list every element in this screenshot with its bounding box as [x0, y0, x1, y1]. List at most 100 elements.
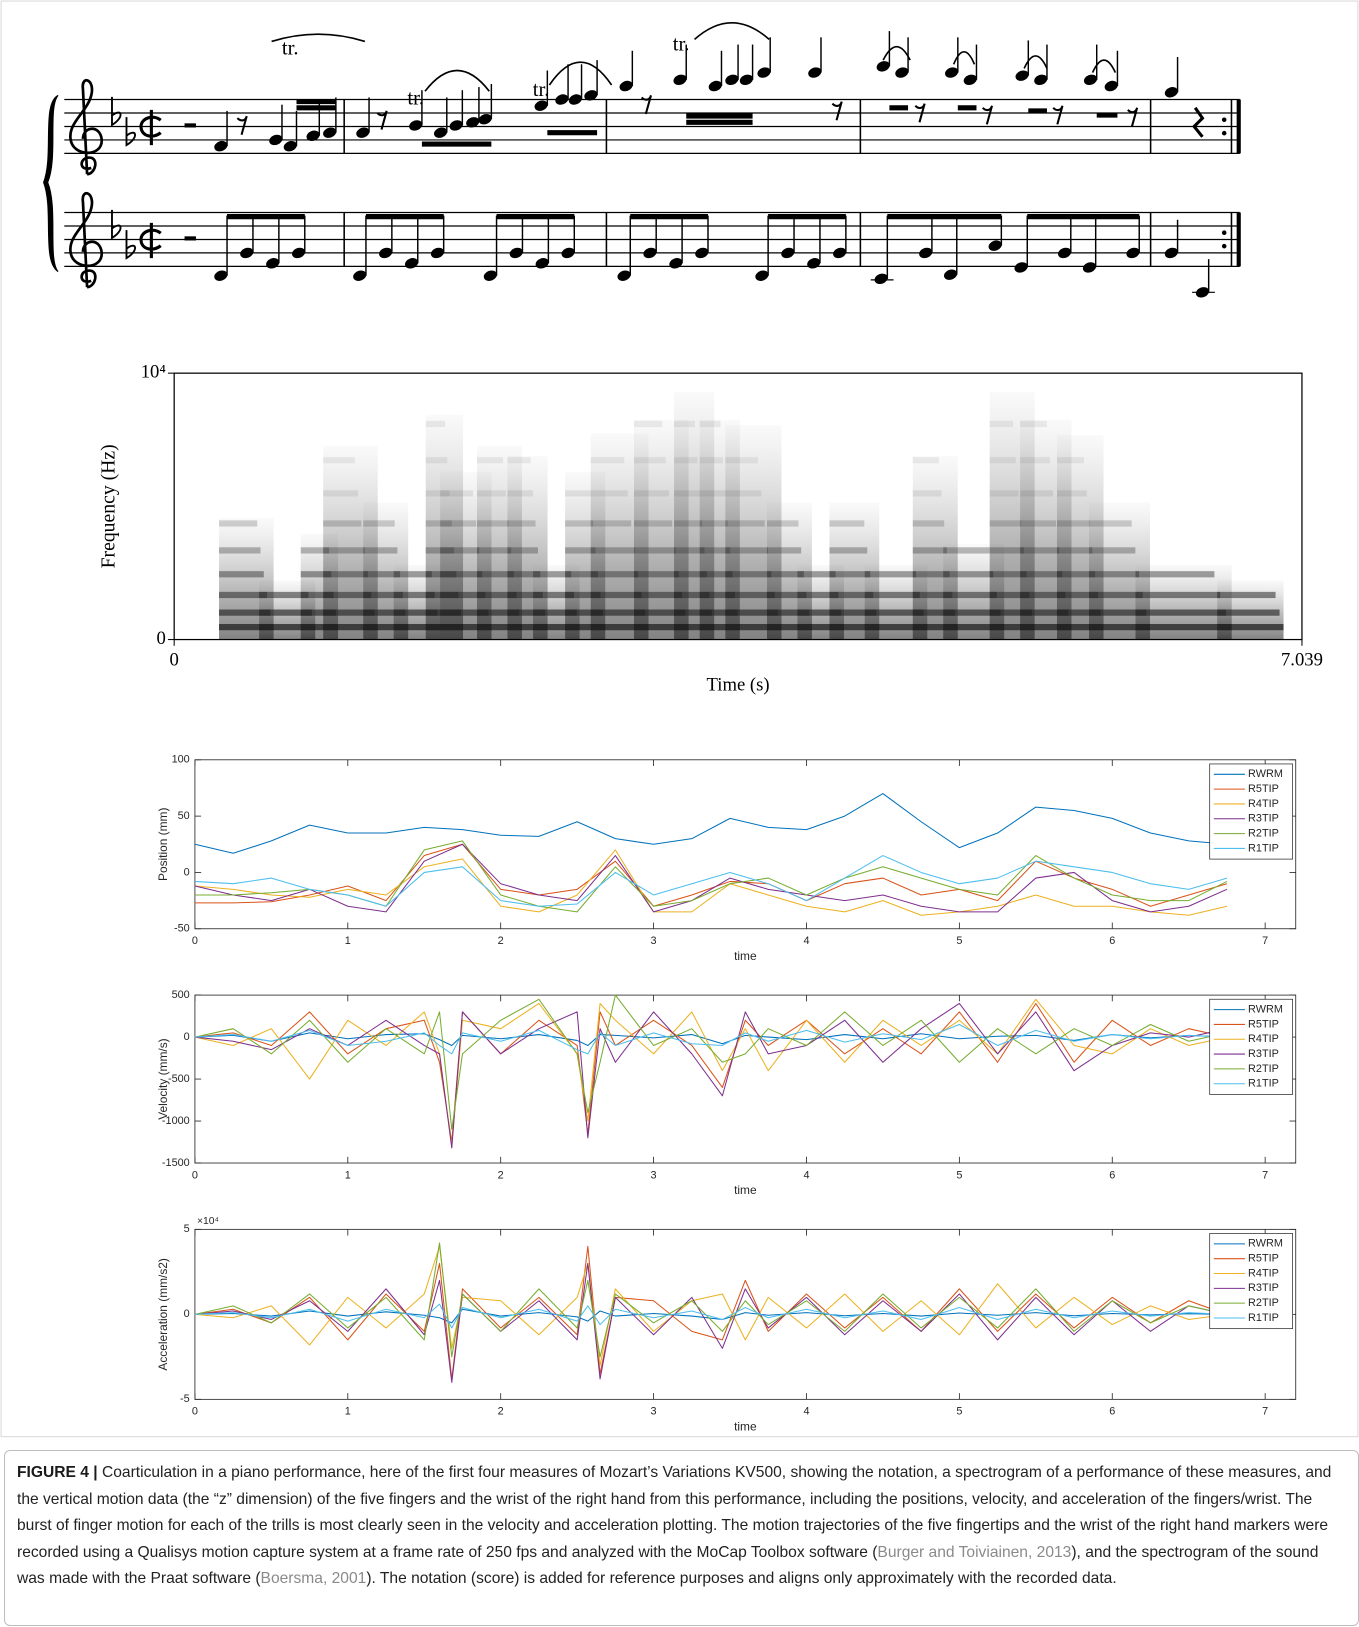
- harmonic: [634, 420, 663, 428]
- note-head: [1083, 74, 1098, 86]
- series-line: [194, 1245, 1228, 1366]
- series-line: [194, 998, 1228, 1147]
- harmonic: [912, 457, 939, 464]
- x-tick-label: 7: [1262, 935, 1268, 947]
- harmonic: [989, 571, 1027, 578]
- harmonic: [674, 571, 707, 578]
- series-line: [194, 1023, 1227, 1055]
- harmonic: [797, 571, 836, 578]
- note-head: [266, 258, 280, 269]
- plot-frame: [194, 994, 1297, 1164]
- harmonic: [943, 571, 994, 578]
- flat: [125, 117, 136, 147]
- legend-label: R2TIP: [1248, 1063, 1279, 1075]
- note-head: [535, 258, 549, 269]
- harmonic: [1089, 571, 1140, 578]
- harmonic: [943, 547, 990, 554]
- harmonic: [1217, 609, 1280, 616]
- x-tick-label: 3: [651, 935, 657, 947]
- harmonic: [634, 520, 673, 527]
- harmonic: [507, 490, 534, 497]
- legend-label: R1TIP: [1248, 1312, 1279, 1324]
- harmonic: [674, 490, 700, 497]
- x-tick-label: 1: [345, 1406, 351, 1418]
- harmonic: [699, 520, 728, 527]
- harmonic: [219, 547, 261, 554]
- legend-box: [1209, 998, 1293, 1095]
- note-head: [561, 247, 575, 259]
- figure-caption: FIGURE 4 | Coarticulation in a piano per…: [4, 1450, 1359, 1626]
- x-tick-label: 1: [345, 1169, 351, 1181]
- note-head: [757, 67, 771, 78]
- harmonic: [1089, 547, 1136, 554]
- citation[interactable]: Boersma, 2001: [260, 1570, 367, 1587]
- note-head: [944, 269, 958, 280]
- harmonic: [674, 457, 698, 464]
- trill-mark: tr.: [407, 87, 424, 109]
- harmonic: [634, 609, 686, 616]
- harmonic: [507, 547, 538, 554]
- note-head: [708, 80, 722, 92]
- harmonic: [725, 457, 758, 464]
- harmonic: [1056, 490, 1087, 497]
- rest: [914, 103, 926, 123]
- citation[interactable]: Burger and Toiviainen, 2013: [877, 1543, 1072, 1561]
- legend-label: RWRM: [1248, 1003, 1283, 1015]
- harmonic: [989, 547, 1024, 554]
- harmonic: [943, 624, 1005, 631]
- harmonic: [912, 591, 953, 599]
- note-head: [1082, 262, 1097, 273]
- note-head: [1126, 247, 1140, 259]
- harmonic: [219, 591, 268, 599]
- harmonic: [590, 591, 642, 599]
- note-head: [725, 74, 739, 86]
- harmonic: [725, 520, 765, 527]
- legend-label: R4TIP: [1248, 1033, 1279, 1045]
- half-rest: [184, 123, 196, 128]
- harmonic: [476, 490, 506, 497]
- note-head: [808, 67, 822, 78]
- harmonic: [507, 591, 543, 599]
- harmonic: [590, 490, 628, 497]
- series-line: [194, 855, 1228, 907]
- note-head: [430, 247, 445, 259]
- note-head: [555, 94, 569, 105]
- x-axis-label: time: [734, 949, 757, 963]
- rest: [640, 95, 653, 115]
- harmonic: [989, 490, 1019, 497]
- harmonic: [259, 591, 309, 599]
- series-line: [194, 1002, 1228, 1143]
- y-tick-label: 50: [178, 810, 190, 822]
- harmonic: [766, 624, 812, 631]
- harmonic: [323, 609, 375, 616]
- harmonic: [533, 591, 575, 599]
- legend-label: RWRM: [1248, 768, 1283, 780]
- caption-text: ). The notation (score) is added for ref…: [366, 1570, 1117, 1587]
- x-tick-label: 7: [1262, 1406, 1268, 1418]
- y-tick-label: 10⁴: [141, 361, 166, 382]
- harmonic: [590, 457, 625, 464]
- repeat-dot: [1221, 230, 1227, 235]
- harmonic: [674, 520, 703, 527]
- caption-label: FIGURE 4 |: [17, 1464, 98, 1481]
- note-head: [619, 80, 633, 92]
- legend-label: R1TIP: [1248, 1078, 1279, 1090]
- harmonic: [766, 609, 810, 616]
- note-head: [945, 67, 959, 78]
- trill-mark: tr.: [533, 79, 550, 101]
- x-tick-label: 2: [498, 1169, 504, 1181]
- harmonic: [1020, 571, 1063, 578]
- harmonic: [300, 609, 336, 616]
- harmonic: [590, 609, 646, 616]
- harmonic: [1020, 490, 1054, 497]
- rest: [1052, 105, 1064, 125]
- series-line: [194, 849, 1228, 916]
- y-axis-label: Velocity (mm/s): [156, 1038, 170, 1119]
- harmonic: [507, 457, 531, 464]
- harmonic: [1135, 609, 1226, 616]
- harmonic: [440, 490, 474, 497]
- figure-frame: [0, 0, 1359, 1438]
- rest: [1192, 106, 1205, 138]
- x-tick-label: 4: [803, 935, 809, 947]
- harmonic: [590, 520, 632, 527]
